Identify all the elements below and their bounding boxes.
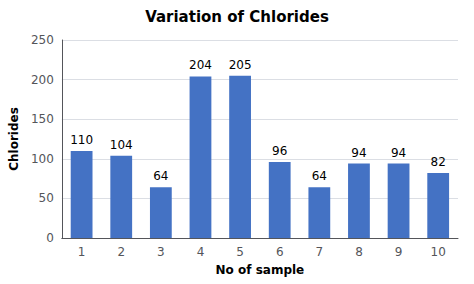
svg-text:5: 5: [236, 245, 244, 259]
svg-text:Chlorides: Chlorides: [7, 107, 21, 171]
svg-text:9: 9: [395, 245, 403, 259]
svg-text:205: 205: [229, 58, 252, 72]
svg-text:100: 100: [31, 152, 54, 166]
svg-text:Variation of Chlorides: Variation of Chlorides: [145, 8, 329, 26]
svg-text:3: 3: [157, 245, 165, 259]
svg-text:64: 64: [153, 169, 168, 183]
svg-text:7: 7: [316, 245, 324, 259]
svg-text:10: 10: [431, 245, 446, 259]
svg-text:1: 1: [78, 245, 86, 259]
svg-text:4: 4: [197, 245, 205, 259]
svg-text:96: 96: [272, 144, 287, 158]
svg-text:250: 250: [31, 33, 54, 47]
svg-text:150: 150: [31, 112, 54, 126]
svg-text:82: 82: [431, 155, 446, 169]
svg-text:0: 0: [46, 231, 54, 245]
svg-text:104: 104: [110, 138, 133, 152]
svg-text:6: 6: [276, 245, 284, 259]
svg-text:200: 200: [31, 73, 54, 87]
svg-text:94: 94: [391, 146, 406, 160]
svg-text:8: 8: [355, 245, 363, 259]
svg-text:64: 64: [312, 169, 327, 183]
svg-text:2: 2: [117, 245, 125, 259]
svg-text:110: 110: [70, 133, 93, 147]
svg-text:94: 94: [351, 146, 366, 160]
svg-text:204: 204: [189, 58, 212, 72]
svg-text:No of sample: No of sample: [216, 263, 305, 277]
svg-text:50: 50: [39, 191, 54, 205]
